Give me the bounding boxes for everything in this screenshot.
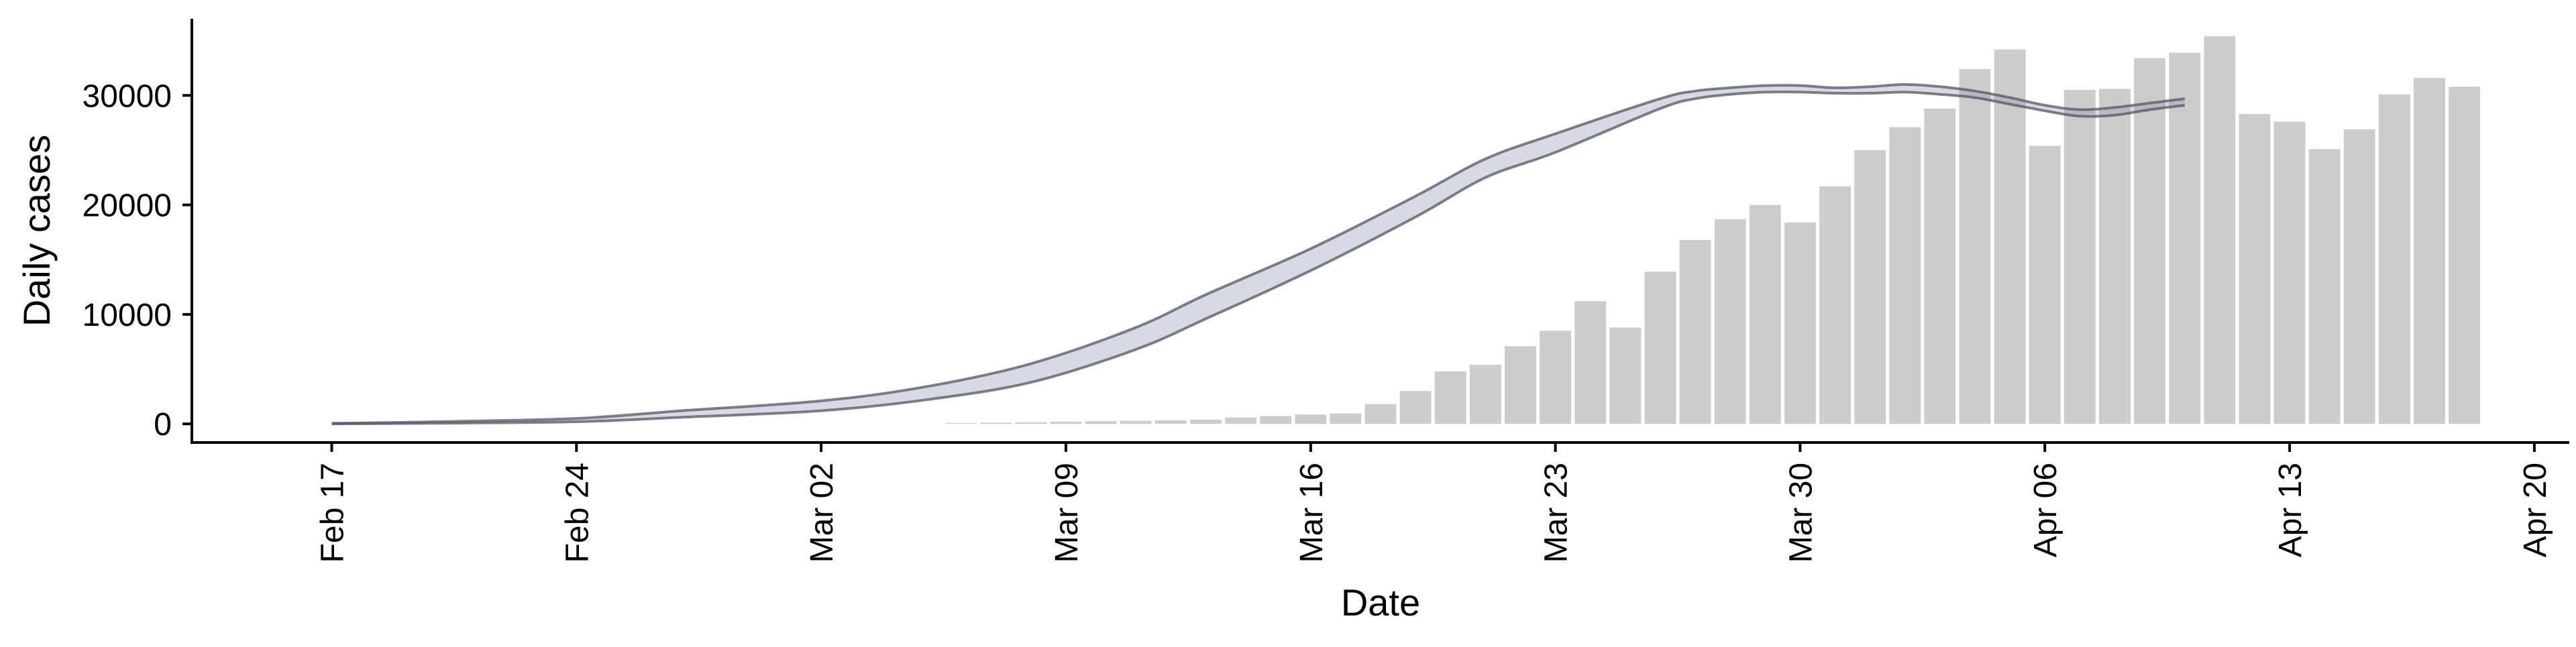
- y-ticks: 0 10000 20000 30000: [83, 78, 192, 443]
- x-tick-label-2020-03-02: Mar 02: [804, 463, 840, 563]
- bar-2020-03-24: [1574, 301, 1607, 424]
- bar-2020-03-30: [1784, 222, 1816, 424]
- y-tick-label-10000: 10000: [83, 298, 172, 333]
- x-tick-label-2020-02-24: Feb 24: [559, 463, 595, 563]
- bar-2020-03-09: [1050, 422, 1082, 424]
- bar-2020-03-26: [1644, 272, 1676, 424]
- bar-2020-03-10: [1085, 421, 1117, 424]
- bar-2020-03-23: [1540, 331, 1571, 424]
- bar-2020-04-16: [2379, 94, 2410, 424]
- bar-2020-04-07: [2063, 90, 2096, 424]
- bar-2020-03-31: [1819, 186, 1851, 424]
- bar-2020-04-02: [1889, 127, 1921, 424]
- bar-2020-04-14: [2308, 149, 2341, 424]
- bars-layer: [945, 36, 2481, 424]
- bar-2020-03-21: [1469, 365, 1501, 424]
- x-tick-label-2020-03-23: Mar 23: [1539, 463, 1574, 563]
- x-tick-label-2020-03-30: Mar 30: [1783, 463, 1819, 563]
- bar-2020-03-12: [1155, 420, 1187, 424]
- bar-2020-03-22: [1505, 346, 1536, 424]
- bar-2020-03-14: [1225, 417, 1256, 424]
- bar-2020-04-18: [2449, 86, 2481, 424]
- bar-2020-03-29: [1749, 204, 1781, 424]
- bar-2020-03-27: [1679, 239, 1711, 424]
- y-tick-label-20000: 20000: [83, 188, 172, 224]
- bar-2020-04-12: [2239, 114, 2271, 424]
- bar-2020-04-01: [1854, 150, 1886, 424]
- x-tick-label-2020-02-17: Feb 17: [315, 463, 351, 563]
- bar-2020-04-09: [2134, 58, 2165, 424]
- bar-2020-03-18: [1364, 404, 1397, 424]
- bar-2020-04-05: [1994, 49, 2026, 424]
- bar-2020-03-15: [1260, 416, 1292, 424]
- bar-2020-04-13: [2273, 121, 2306, 424]
- x-tick-label-2020-03-16: Mar 16: [1294, 463, 1330, 563]
- x-tick-label-2020-03-09: Mar 09: [1049, 463, 1085, 563]
- bar-2020-04-06: [2029, 145, 2061, 424]
- bar-2020-04-10: [2169, 52, 2201, 424]
- bar-2020-03-07: [980, 422, 1012, 424]
- estimate-upper-line: [331, 82, 2185, 425]
- bar-2020-03-08: [1015, 422, 1047, 424]
- x-tick-label-2020-04-06: Apr 06: [2028, 463, 2063, 557]
- x-axis-title: Date: [1341, 581, 1420, 624]
- x-tick-label-2020-04-13: Apr 13: [2273, 463, 2308, 557]
- bar-2020-03-28: [1714, 219, 1746, 424]
- bar-2020-03-16: [1295, 414, 1327, 424]
- bar-2020-03-17: [1330, 413, 1362, 424]
- bar-2020-03-06: [945, 422, 977, 424]
- y-axis-title: Daily cases: [15, 135, 58, 327]
- bar-2020-03-20: [1434, 371, 1466, 424]
- y-tick-label-30000: 30000: [83, 78, 172, 114]
- bar-2020-04-08: [2099, 89, 2131, 424]
- band-layer: [331, 82, 2185, 426]
- bar-2020-04-15: [2343, 129, 2375, 424]
- bar-2020-03-25: [1609, 327, 1642, 424]
- y-tick-label-0: 0: [154, 407, 172, 443]
- bar-2020-03-11: [1120, 420, 1152, 424]
- bar-2020-03-13: [1190, 420, 1222, 424]
- bar-2020-04-11: [2204, 36, 2236, 424]
- bar-2020-03-19: [1399, 391, 1432, 424]
- bar-2020-04-04: [1959, 69, 1991, 424]
- estimate-lower-line: [331, 91, 2185, 426]
- axes-layer: [191, 19, 2569, 444]
- x-tick-label-2020-04-20: Apr 20: [2518, 463, 2553, 557]
- bar-2020-04-03: [1924, 108, 1956, 424]
- x-ticks: Feb 17 Feb 24 Mar 02 Mar 09 Mar 16 Mar 23 Mar …: [315, 443, 2553, 563]
- bar-2020-04-17: [2414, 78, 2445, 424]
